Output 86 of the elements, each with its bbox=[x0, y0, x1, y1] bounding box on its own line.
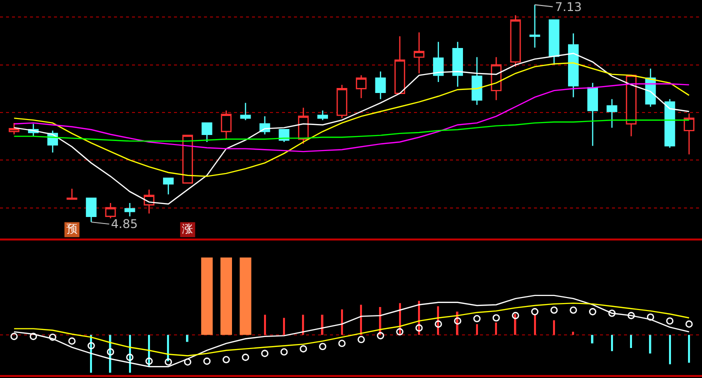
bar bbox=[360, 304, 362, 335]
point bbox=[434, 320, 442, 328]
bar bbox=[572, 332, 574, 335]
bar bbox=[649, 334, 652, 354]
candlestick bbox=[414, 32, 424, 74]
point bbox=[145, 358, 153, 365]
bar bbox=[476, 324, 478, 335]
point bbox=[589, 308, 596, 316]
candlestick bbox=[626, 74, 637, 137]
bar bbox=[264, 314, 266, 335]
point bbox=[628, 312, 635, 320]
candlestick bbox=[86, 198, 97, 223]
point bbox=[49, 334, 56, 341]
candlestick bbox=[375, 70, 386, 100]
candlestick bbox=[105, 202, 116, 219]
bar bbox=[611, 334, 613, 352]
candlestick bbox=[163, 178, 174, 196]
point bbox=[570, 306, 578, 314]
candlestick bbox=[472, 56, 482, 106]
bar bbox=[688, 334, 690, 363]
point bbox=[396, 328, 404, 336]
point bbox=[203, 358, 211, 365]
point bbox=[492, 314, 500, 322]
point bbox=[261, 350, 268, 358]
point bbox=[319, 342, 326, 350]
point bbox=[473, 314, 481, 322]
candlestick bbox=[220, 110, 232, 140]
point bbox=[184, 358, 192, 366]
candlestick bbox=[664, 98, 676, 148]
bar bbox=[591, 334, 594, 344]
point bbox=[512, 312, 520, 320]
candlestick bbox=[124, 202, 136, 217]
point bbox=[280, 348, 288, 356]
bar bbox=[495, 322, 497, 335]
point bbox=[338, 340, 346, 348]
point bbox=[550, 306, 558, 314]
point bbox=[300, 345, 308, 352]
candlestick bbox=[394, 36, 406, 94]
bar bbox=[283, 318, 285, 335]
candlestick bbox=[240, 102, 251, 121]
bar bbox=[553, 320, 555, 335]
data-label: 预 bbox=[66, 222, 78, 236]
candlestick bbox=[529, 4, 540, 48]
point bbox=[666, 317, 674, 325]
annotation: 4.85 bbox=[111, 217, 138, 231]
candlestick bbox=[587, 82, 598, 146]
bar bbox=[186, 334, 188, 342]
point bbox=[126, 354, 134, 361]
point bbox=[30, 332, 38, 340]
point bbox=[164, 358, 172, 366]
data-label: 涨 bbox=[182, 222, 194, 236]
candlestick bbox=[433, 41, 444, 83]
candlestick bbox=[202, 122, 212, 143]
candlestick bbox=[356, 74, 367, 99]
candlestick bbox=[66, 188, 78, 200]
candlestick bbox=[568, 32, 579, 98]
point bbox=[222, 356, 230, 364]
point bbox=[242, 354, 250, 361]
annotation: 7.13 bbox=[555, 0, 582, 14]
point bbox=[358, 336, 365, 344]
candlestick bbox=[684, 112, 694, 155]
candlestick bbox=[317, 110, 328, 121]
candlestick bbox=[182, 134, 193, 184]
candlestick bbox=[336, 84, 348, 119]
bar bbox=[321, 314, 324, 335]
point bbox=[415, 324, 423, 332]
point bbox=[531, 308, 538, 316]
bar bbox=[630, 334, 632, 348]
point bbox=[88, 342, 95, 350]
point bbox=[685, 320, 693, 328]
point bbox=[68, 337, 76, 345]
candlestick bbox=[606, 98, 618, 128]
candlestick bbox=[548, 19, 560, 66]
point bbox=[106, 348, 114, 356]
bar bbox=[534, 314, 536, 335]
candlestick bbox=[490, 56, 502, 101]
point bbox=[454, 317, 462, 325]
candlestick bbox=[510, 14, 521, 68]
point bbox=[646, 313, 654, 321]
bar bbox=[302, 314, 304, 335]
bar bbox=[669, 334, 671, 364]
point bbox=[10, 332, 18, 340]
bar bbox=[341, 309, 343, 335]
candlestick bbox=[452, 41, 463, 88]
point bbox=[376, 332, 384, 340]
point bbox=[608, 310, 616, 317]
